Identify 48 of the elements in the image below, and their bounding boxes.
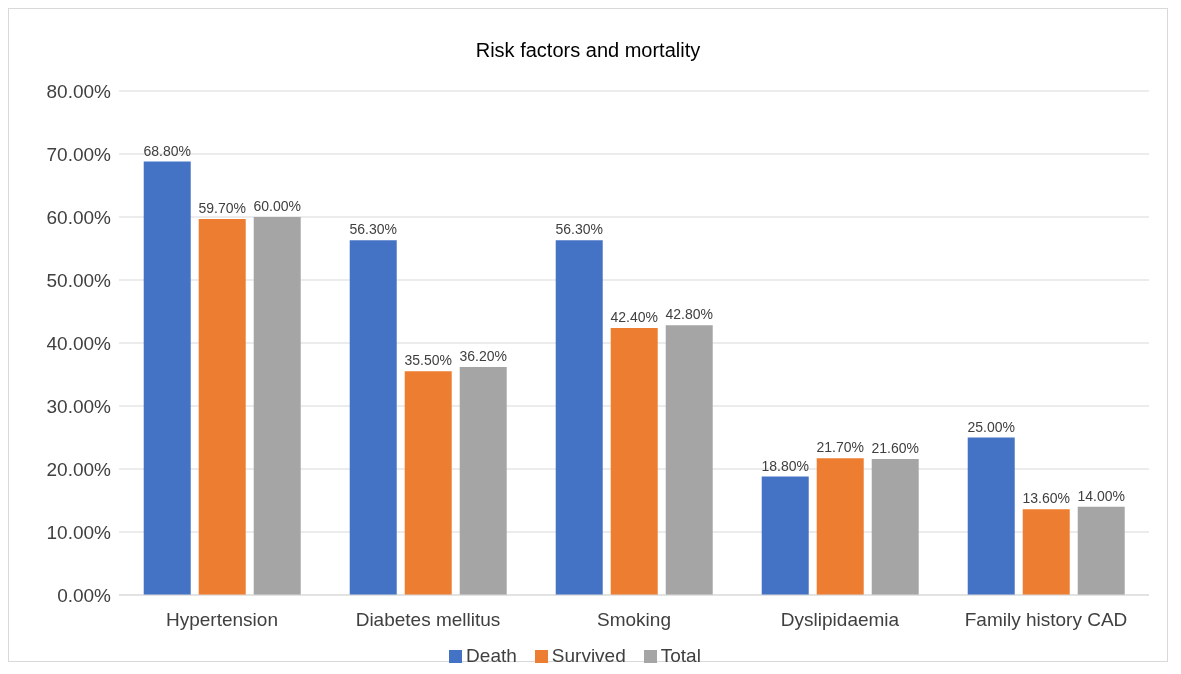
y-tick-label: 70.00% <box>46 143 112 165</box>
data-label: 42.80% <box>665 306 713 323</box>
bar <box>761 476 809 595</box>
data-label: 35.50% <box>404 352 452 369</box>
data-label: 42.40% <box>610 308 658 325</box>
legend-label: Survived <box>551 645 626 666</box>
x-tick-label: Hypertension <box>166 609 278 631</box>
data-label: 56.30% <box>349 221 397 238</box>
bar <box>610 327 658 595</box>
bar <box>665 325 713 595</box>
bar <box>349 240 397 595</box>
data-label: 59.70% <box>198 199 246 216</box>
data-label: 60.00% <box>253 198 301 214</box>
y-tick-label: 30.00% <box>46 395 112 417</box>
bar <box>143 161 191 595</box>
bar <box>459 366 507 595</box>
data-label: 36.20% <box>459 347 507 364</box>
x-tick-label: Dyslipidaemia <box>780 609 900 631</box>
y-tick-label: 10.00% <box>46 521 112 543</box>
data-label: 18.80% <box>761 457 809 474</box>
x-tick-label: Diabetes mellitus <box>355 609 501 631</box>
legend-label: Total <box>660 645 701 666</box>
y-tick-label: 20.00% <box>46 458 112 480</box>
bar <box>404 371 452 595</box>
data-label: 56.30% <box>555 221 603 238</box>
bar <box>967 437 1015 595</box>
y-tick-label: 0.00% <box>57 584 112 606</box>
data-label: 21.60% <box>871 439 919 456</box>
bar <box>555 240 603 595</box>
x-tick-label: Family history CAD <box>964 609 1128 631</box>
chart-title: Risk factors and mortality <box>474 38 702 63</box>
bar <box>871 458 919 595</box>
data-label: 13.60% <box>1022 490 1070 507</box>
bar <box>253 217 301 595</box>
data-label: 25.00% <box>967 418 1015 435</box>
data-label: 14.00% <box>1077 487 1125 504</box>
bar <box>198 218 246 595</box>
y-tick-label: 80.00% <box>46 80 112 102</box>
data-label: 68.80% <box>143 142 191 159</box>
y-tick-label: 60.00% <box>46 206 112 228</box>
legend-label: Death <box>466 645 517 666</box>
x-tick-label: Smoking <box>597 609 671 631</box>
y-tick-label: 50.00% <box>46 269 112 291</box>
bar <box>1022 509 1070 595</box>
y-tick-label: 40.00% <box>46 332 112 354</box>
bar <box>1077 506 1125 595</box>
bar <box>816 458 864 595</box>
data-label: 21.70% <box>816 439 864 456</box>
